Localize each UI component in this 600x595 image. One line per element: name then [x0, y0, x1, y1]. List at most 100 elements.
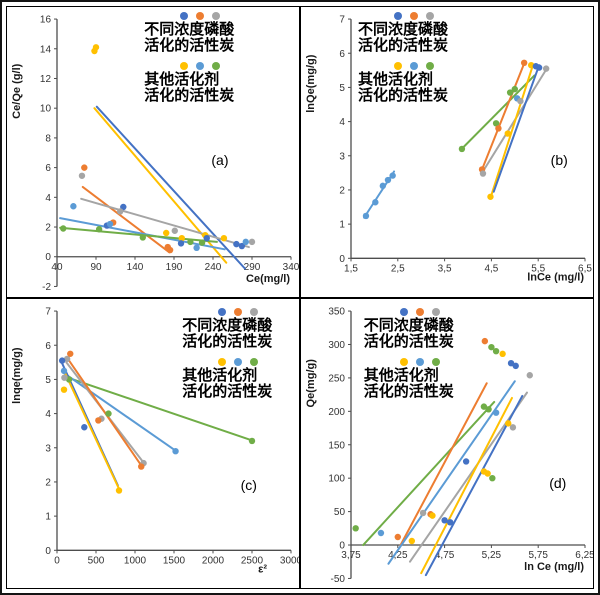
- data-point: [505, 419, 512, 427]
- gray-dot-icon: [250, 307, 259, 316]
- y-tick-label: 8: [45, 133, 51, 144]
- y-tick-label: -50: [331, 573, 346, 584]
- series-blue-points: [532, 63, 543, 71]
- legend-label: 其他活化剂: [182, 367, 258, 385]
- x-tick-label: 4,75: [435, 550, 455, 561]
- data-point: [509, 423, 517, 431]
- series-blue-points: [58, 356, 88, 430]
- data-point: [193, 244, 200, 252]
- orange-dot-icon: [415, 307, 424, 316]
- series-lightblue-trendline: [387, 379, 516, 565]
- data-point: [480, 402, 488, 410]
- panel-a: -2 0 2 4 6 8 10 12 14 16 40 90 140 190 240 290 340 Ce/Qe …: [6, 6, 300, 298]
- y-tick-label: 250: [328, 373, 345, 384]
- y-tick-label: -2: [42, 282, 51, 293]
- legend-marker-row-1: [364, 307, 476, 317]
- series-lightblue-points: [70, 203, 249, 252]
- data-point: [429, 511, 436, 519]
- legend-spacer: [358, 54, 470, 61]
- y-tick-label: 1: [45, 511, 51, 522]
- chart-d-legend: 不同浓度磷酸 活化的活性炭 其他活化剂 活化的活性炭: [364, 307, 476, 400]
- x-tick-label: 90: [90, 262, 102, 273]
- chart-c-legend: 不同浓度磷酸 活化的活性炭 其他活化剂 活化的活性炭: [182, 307, 294, 400]
- data-point: [95, 416, 102, 424]
- x-tick-label: 240: [205, 262, 222, 273]
- data-point: [60, 225, 67, 232]
- legend-label: 其他活化剂: [363, 367, 439, 385]
- x-tick-label: 3,75: [341, 550, 361, 561]
- chart-b-annotation: (b): [550, 151, 568, 168]
- lightblue-dot-icon: [196, 62, 205, 71]
- legend-spacer: [144, 54, 256, 61]
- data-point: [504, 130, 511, 137]
- y-tick-label: 4: [45, 409, 51, 420]
- series-yellow-trendline: [420, 396, 513, 574]
- data-point: [67, 350, 74, 357]
- data-point: [106, 220, 114, 228]
- legend-marker-row-2: [182, 357, 294, 367]
- data-point: [506, 89, 514, 96]
- x-tick-label: 6,5: [578, 263, 592, 274]
- legend-marker-row-1: [358, 11, 470, 21]
- data-point: [95, 226, 103, 233]
- data-point: [372, 199, 379, 206]
- data-point: [61, 373, 68, 381]
- data-point: [479, 170, 487, 177]
- legend-label: 其他活化剂: [357, 71, 433, 89]
- y-tick-label: 6: [45, 340, 51, 351]
- chart-b-freundlich: 0 1 2 3 4 5 6 7 1,5 2,5 3,5 4,5 5,5 6,5 lnQe(mg/g) lnCe…: [305, 15, 592, 284]
- data-point: [81, 164, 88, 171]
- data-point: [238, 242, 246, 250]
- series-lightblue-trendline: [59, 217, 226, 251]
- data-point: [362, 212, 370, 220]
- series-blue-trendline: [492, 64, 541, 193]
- legend-label: 不同浓度磷酸: [357, 21, 448, 39]
- x-axis-label: ε²: [258, 563, 267, 575]
- x-tick-label: 1,5: [344, 263, 358, 274]
- blue-dot-icon: [180, 12, 189, 21]
- y-tick-label: 4: [339, 117, 345, 128]
- x-tick-label: 140: [127, 262, 144, 273]
- x-tick-label: 1500: [163, 555, 186, 566]
- data-point: [485, 405, 492, 413]
- series-yellow-trendline: [62, 367, 122, 493]
- data-point: [233, 240, 240, 248]
- series-lightblue-points: [377, 408, 500, 536]
- data-point: [488, 343, 495, 350]
- y-tick-label: 1: [339, 220, 345, 231]
- data-point: [384, 176, 392, 184]
- yellow-dot-icon: [393, 62, 402, 71]
- x-tick-label: 2000: [202, 555, 225, 566]
- data-point: [520, 59, 528, 67]
- blue-dot-icon: [218, 307, 227, 316]
- series-lightblue-points: [362, 95, 521, 220]
- data-point: [492, 120, 500, 127]
- legend-label: 活化的活性炭: [357, 87, 448, 105]
- series-green-points: [458, 85, 518, 153]
- data-point: [248, 437, 256, 444]
- y-tick-label: 0: [339, 540, 345, 551]
- green-dot-icon: [425, 62, 434, 71]
- chart-a-langmuir: -2 0 2 4 6 8 10 12 14 16 40 90 140 190 240 290 340 Ce/Qe …: [11, 15, 299, 293]
- legend-marker-row-1: [182, 307, 294, 317]
- orange-dot-icon: [234, 307, 243, 316]
- y-tick-label: 5: [339, 83, 345, 94]
- orange-dot-icon: [409, 12, 418, 21]
- series-lightblue-points: [60, 367, 179, 454]
- data-point: [60, 367, 68, 374]
- data-point: [187, 238, 194, 246]
- orange-dot-icon: [196, 12, 205, 21]
- yellow-dot-icon: [180, 62, 189, 71]
- data-point: [447, 518, 454, 526]
- data-point: [63, 355, 71, 362]
- data-point: [499, 350, 506, 357]
- lightblue-dot-icon: [234, 357, 243, 366]
- green-dot-icon: [250, 357, 259, 366]
- legend-label: 活化的活性炭: [144, 87, 235, 105]
- y-tick-label: 14: [40, 44, 52, 55]
- panel-b: 0 1 2 3 4 5 6 7 1,5 2,5 3,5 4,5 5,5 6,5 lnQe(mg/g) lnCe…: [300, 6, 594, 298]
- y-tick-label: 5: [45, 374, 51, 385]
- x-tick-label: 40: [51, 262, 63, 273]
- legend-spacer: [182, 350, 294, 357]
- x-tick-label: 500: [88, 555, 105, 566]
